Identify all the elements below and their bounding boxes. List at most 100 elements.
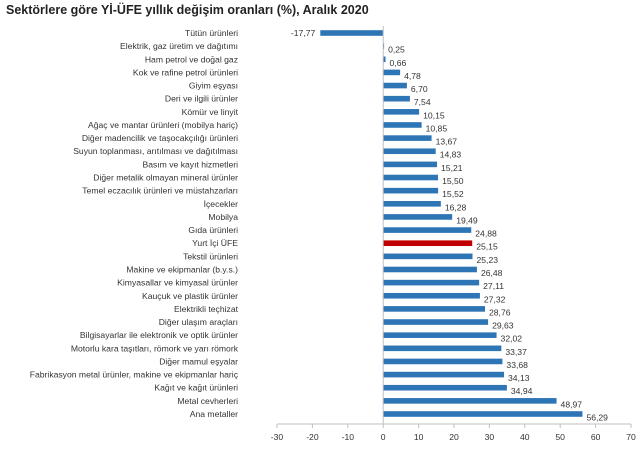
category-label: Kauçuk ve plastik ürünler	[142, 291, 238, 301]
x-tick-label: 50	[555, 432, 565, 442]
bar	[383, 82, 407, 89]
value-label: 7,54	[414, 97, 431, 107]
bar	[383, 240, 473, 247]
bar	[383, 56, 386, 63]
x-tick-label: 40	[520, 432, 530, 442]
x-tick-label: 60	[591, 432, 601, 442]
value-label: 10,85	[426, 123, 448, 133]
value-label: 6,70	[411, 84, 428, 94]
category-label: Ham petrol ve doğal gaz	[145, 54, 238, 64]
category-label: Kömür ve linyit	[182, 107, 239, 117]
bar	[383, 345, 502, 352]
category-label: Fabrikasyon metal ürünler, makine ve eki…	[30, 370, 239, 380]
category-label: Motorlu kara taşıtları, römork ve yarı r…	[71, 343, 239, 353]
value-label: 33,37	[505, 347, 527, 357]
category-label: Kağıt ve kağıt ürünleri	[154, 383, 238, 393]
category-label: Elektrik, gaz üretim ve dağıtımı	[120, 41, 238, 51]
value-label: 28,76	[489, 307, 511, 317]
x-tick-label: 10	[414, 432, 424, 442]
bar	[320, 30, 384, 36]
bar	[383, 95, 410, 102]
category-label: Bilgisayarlar ile elektronik ve optik ür…	[80, 330, 238, 340]
value-label: 33,68	[506, 360, 528, 370]
bar	[383, 187, 439, 194]
x-tick-label: 70	[626, 432, 636, 442]
x-tick-label: 0	[381, 432, 386, 442]
bar	[383, 371, 505, 378]
bar	[383, 411, 583, 417]
value-label: 19,49	[456, 215, 478, 225]
bar	[383, 69, 401, 76]
bar	[383, 214, 453, 220]
category-label: Tekstil ürünleri	[183, 251, 238, 261]
category-label: Mobilya	[208, 212, 238, 222]
bar	[383, 279, 480, 286]
bar	[383, 135, 432, 141]
category-label: Giyim eşyası	[189, 81, 238, 91]
chart-title: Sektörlere göre Yİ-ÜFE yıllık değişim or…	[6, 3, 369, 17]
category-label: Makine ve ekipmanlar (b.y.s.)	[126, 264, 238, 274]
value-label: 14,83	[440, 150, 462, 160]
value-label: 0,66	[390, 58, 407, 68]
bar	[383, 253, 473, 260]
value-label: 13,67	[436, 137, 458, 147]
category-label: Yurt İçi ÜFE	[192, 238, 238, 248]
x-tick-label: 30	[485, 432, 495, 442]
category-label: Gıda ürünleri	[188, 225, 238, 235]
bar	[383, 306, 486, 312]
bar	[383, 319, 489, 325]
category-label: Diğer metalik olmayan mineral ürünler	[93, 173, 238, 183]
value-label: 24,88	[475, 229, 497, 239]
value-label: 48,97	[561, 399, 583, 409]
bar	[383, 109, 420, 115]
bar	[383, 122, 422, 128]
value-label: 25,23	[477, 255, 499, 265]
bar	[383, 266, 477, 273]
bar	[383, 292, 480, 299]
category-label: Ana metaller	[190, 409, 238, 419]
value-label: 15,52	[442, 189, 464, 199]
category-label: Metal cevherleri	[177, 396, 238, 406]
value-label: 27,32	[484, 294, 506, 304]
value-label: 26,48	[481, 268, 503, 278]
value-label: 25,15	[476, 242, 498, 252]
bar	[383, 148, 436, 155]
x-tick-label: -30	[271, 432, 284, 442]
category-label: İçecekler	[204, 199, 239, 209]
category-label: Temel eczacılık ürünleri ve müstahzarlar…	[82, 186, 238, 196]
value-label: 34,94	[511, 386, 533, 396]
x-tick-label: -10	[342, 432, 355, 442]
bar	[383, 398, 557, 404]
bar	[383, 358, 503, 365]
value-label: 56,29	[586, 413, 608, 423]
x-tick-label: -20	[306, 432, 319, 442]
category-label: Ağaç ve mantar ürünleri (mobilya hariç)	[88, 120, 238, 130]
value-label: 34,13	[508, 373, 530, 383]
bar	[383, 332, 497, 338]
bar	[383, 227, 472, 233]
bar	[383, 174, 439, 181]
value-label: 15,21	[441, 163, 463, 173]
category-label: Diğer ulaşım araçları	[159, 317, 238, 327]
category-label: Tütün ürünleri	[185, 28, 238, 38]
value-label: 4,78	[404, 71, 421, 81]
value-label: -17,77	[291, 28, 316, 38]
category-label: Diğer mamul eşyalar	[159, 356, 238, 366]
category-label: Suyun toplanması, arıtılması ve dağıtılm…	[73, 146, 238, 156]
category-label: Diğer madencilik ve taşocakçılığı ürünle…	[82, 133, 238, 143]
value-label: 15,50	[442, 176, 464, 186]
value-label: 0,25	[388, 45, 405, 55]
value-label: 29,63	[492, 321, 514, 331]
x-tick-label: 20	[449, 432, 459, 442]
category-label: Kimyasallar ve kimyasal ürünler	[117, 278, 238, 288]
category-label: Basım ve kayıt hizmetleri	[142, 159, 238, 169]
value-label: 32,02	[501, 334, 523, 344]
category-label: Elektrikli teçhizat	[174, 304, 239, 314]
value-label: 16,28	[445, 202, 467, 212]
category-label: Deri ve ilgili ürünler	[165, 94, 238, 104]
bar	[383, 384, 507, 391]
value-label: 27,11	[483, 281, 504, 291]
category-label: Kok ve rafine petrol ürünleri	[133, 67, 238, 77]
